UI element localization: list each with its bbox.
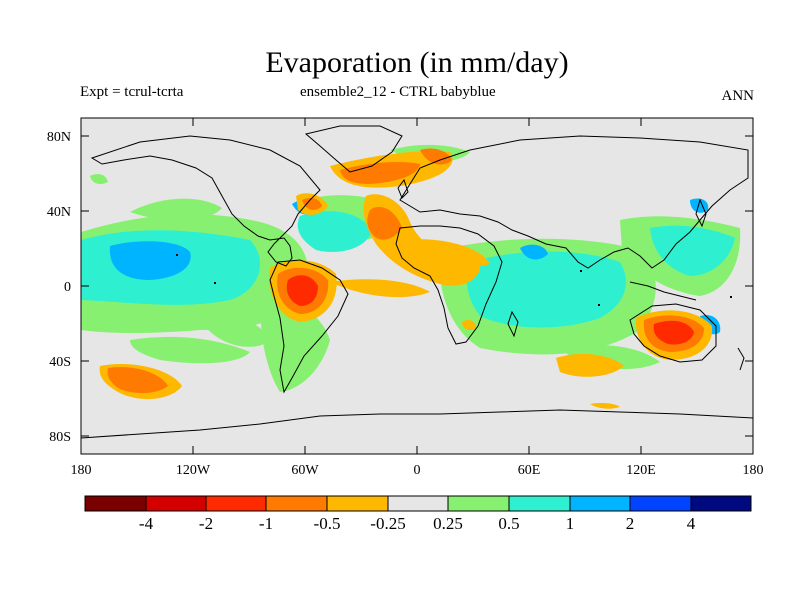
lon-tick-label: 180 <box>743 463 764 478</box>
sahara-orange <box>399 239 490 268</box>
colorbar-swatch-0 <box>84 495 147 512</box>
south-pacific-darkorange <box>107 366 168 394</box>
colorbar-label: 4 <box>687 514 696 533</box>
positive-anomaly-patches <box>81 144 741 392</box>
experiment-label: Expt = tcrul-tcrta <box>80 84 184 100</box>
colorbar-label: -2 <box>199 514 213 533</box>
negative-anomaly-patches <box>99 148 713 409</box>
north-pacific-green <box>130 198 222 221</box>
colorbar-swatch-5 <box>387 495 449 512</box>
colorbar-swatch-9 <box>629 495 692 512</box>
colorbar-label: 0.5 <box>498 514 519 533</box>
lat-tick-label: 40S <box>49 355 71 370</box>
lat-tick-label: 80N <box>47 130 71 145</box>
west-pacific-teal <box>650 225 735 276</box>
new-zealand-outline <box>737 347 745 371</box>
eurasia-outline <box>399 135 749 269</box>
norwegian-sea-darkorange <box>420 148 452 165</box>
arabian-blue <box>520 244 548 260</box>
lon-tick-label: 120E <box>626 463 656 478</box>
island-dot <box>580 270 582 272</box>
colorbar-swatch-10 <box>690 495 752 512</box>
cape-orange <box>462 320 476 330</box>
colorbar-label: -0.25 <box>370 514 405 533</box>
colorbar-swatch-4 <box>326 495 389 512</box>
greenland-outline <box>304 125 403 173</box>
east-atlantic-darkorange <box>367 206 402 240</box>
gulf-stream-darkorange <box>302 198 322 210</box>
lat-tick-label: 0 <box>64 280 71 295</box>
island-dot <box>598 304 600 306</box>
south-america-outline <box>269 259 349 394</box>
plot-title: Evaporation (in mm/day) <box>265 46 569 79</box>
australia-red <box>653 320 694 345</box>
colorbar-swatch-7 <box>508 495 571 512</box>
lon-tick-label: 60E <box>518 463 541 478</box>
south-ocean-green <box>130 336 250 364</box>
south-pacific-green <box>200 316 270 347</box>
lat-tick-label: 40N <box>47 205 71 220</box>
lon-tick-label: 120W <box>176 463 211 478</box>
southern-ocean-orange <box>590 403 620 409</box>
south-indian-green <box>560 345 660 370</box>
south-america-green <box>260 299 330 392</box>
colorbar: -4 -2 -1 -0.5 -0.25 0.25 0.5 1 2 4 <box>84 495 752 533</box>
australia-outline <box>629 303 717 363</box>
lat-axis: 80N 40N 0 40S 80S <box>47 130 753 445</box>
colorbar-label: -0.5 <box>314 514 341 533</box>
colorbar-label: 1 <box>566 514 575 533</box>
lon-tick-label: 0 <box>414 463 421 478</box>
madagascar-outline <box>507 310 519 338</box>
map-area <box>81 118 753 454</box>
south-atlantic-orange <box>330 279 430 298</box>
island-dot <box>730 296 732 298</box>
colorbar-label: -1 <box>259 514 273 533</box>
island-dot <box>176 254 178 256</box>
lon-tick-label: 60W <box>291 463 319 478</box>
lon-axis: 180 120W 60W 0 60E 120E 180 <box>71 118 764 478</box>
uk-outline <box>397 178 409 199</box>
antarctica-outline <box>81 409 753 439</box>
east-pacific-blue <box>109 241 191 280</box>
colorbar-swatch-1 <box>145 495 207 512</box>
north-atlantic-teal <box>297 211 372 252</box>
ensemble-label: ensemble2_12 - CTRL babyblue <box>300 84 496 100</box>
indonesia-outline <box>629 281 697 301</box>
colorbar-swatch-3 <box>265 495 328 512</box>
indian-ocean-teal <box>466 251 626 328</box>
amazon-red <box>286 275 318 306</box>
coastlines <box>81 125 753 439</box>
lon-tick-label: 180 <box>71 463 92 478</box>
colorbar-label: -4 <box>139 514 154 533</box>
colorbar-swatch-8 <box>569 495 631 512</box>
japan-outline <box>695 198 707 228</box>
colorbar-label: 0.25 <box>433 514 463 533</box>
africa-outline <box>395 225 503 345</box>
north-america-outline <box>90 135 321 267</box>
colorbar-label: 2 <box>626 514 635 533</box>
greenland-darkorange <box>340 162 420 184</box>
colorbar-swatch-2 <box>205 495 267 512</box>
colorbar-swatch-6 <box>447 495 510 512</box>
island-details <box>176 254 732 306</box>
south-indian-orange <box>556 353 624 377</box>
season-label: ANN <box>721 88 755 104</box>
north-pacific-small-green <box>90 174 108 184</box>
island-dot <box>214 282 216 284</box>
lat-tick-label: 80S <box>49 430 71 445</box>
